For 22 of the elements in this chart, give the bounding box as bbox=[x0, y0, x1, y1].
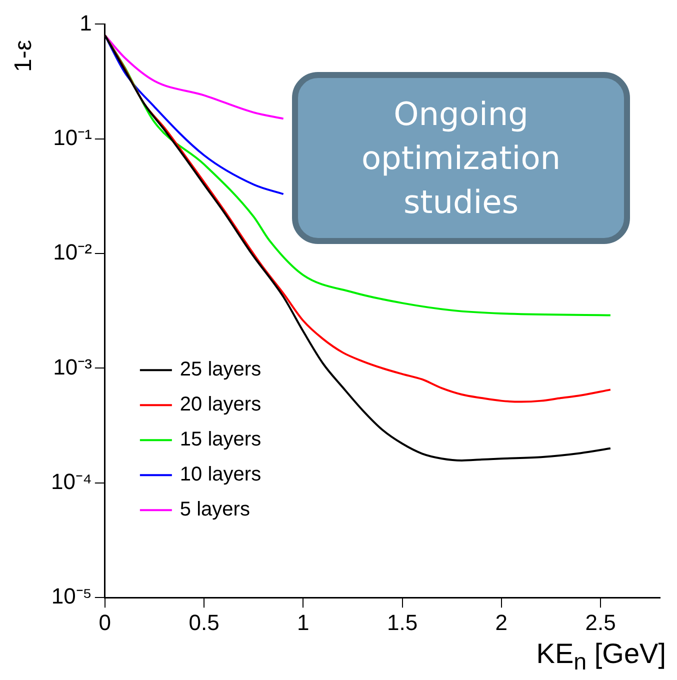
legend-label: 25 layers bbox=[180, 358, 262, 381]
line-series bbox=[104, 34, 612, 316]
legend-label: 20 layers bbox=[180, 394, 262, 416]
x-axis-title: KE$_{n}$ [GeV] bbox=[536, 638, 666, 676]
legend-label: 15 layers bbox=[180, 428, 262, 451]
x-tick-label: 1 bbox=[297, 610, 310, 635]
y-tick-label: 10⁻⁴ bbox=[50, 468, 92, 494]
legend-label: 10 layers bbox=[180, 464, 262, 486]
y-tick-label: 10⁻² bbox=[53, 240, 92, 265]
x-tick-label: 1.5 bbox=[386, 610, 418, 635]
y-tick-label: 1 bbox=[80, 10, 92, 36]
y-tick-label: 10⁻¹ bbox=[53, 124, 92, 150]
y-tick-label: 10⁻⁵ bbox=[51, 584, 92, 609]
callout-box: Ongoing optimization studies bbox=[292, 72, 630, 244]
y-axis-title: 1-ε bbox=[10, 40, 38, 72]
x-tick-label: 0 bbox=[98, 610, 112, 635]
y-tick-label: 10⁻³ bbox=[53, 354, 92, 380]
x-tick-label: 2 bbox=[495, 610, 508, 635]
legend-label: 5 layers bbox=[180, 498, 250, 521]
line-series bbox=[104, 34, 284, 120]
x-tick-label: 2.5 bbox=[585, 610, 616, 635]
x-tick-label: 0.5 bbox=[188, 610, 220, 635]
